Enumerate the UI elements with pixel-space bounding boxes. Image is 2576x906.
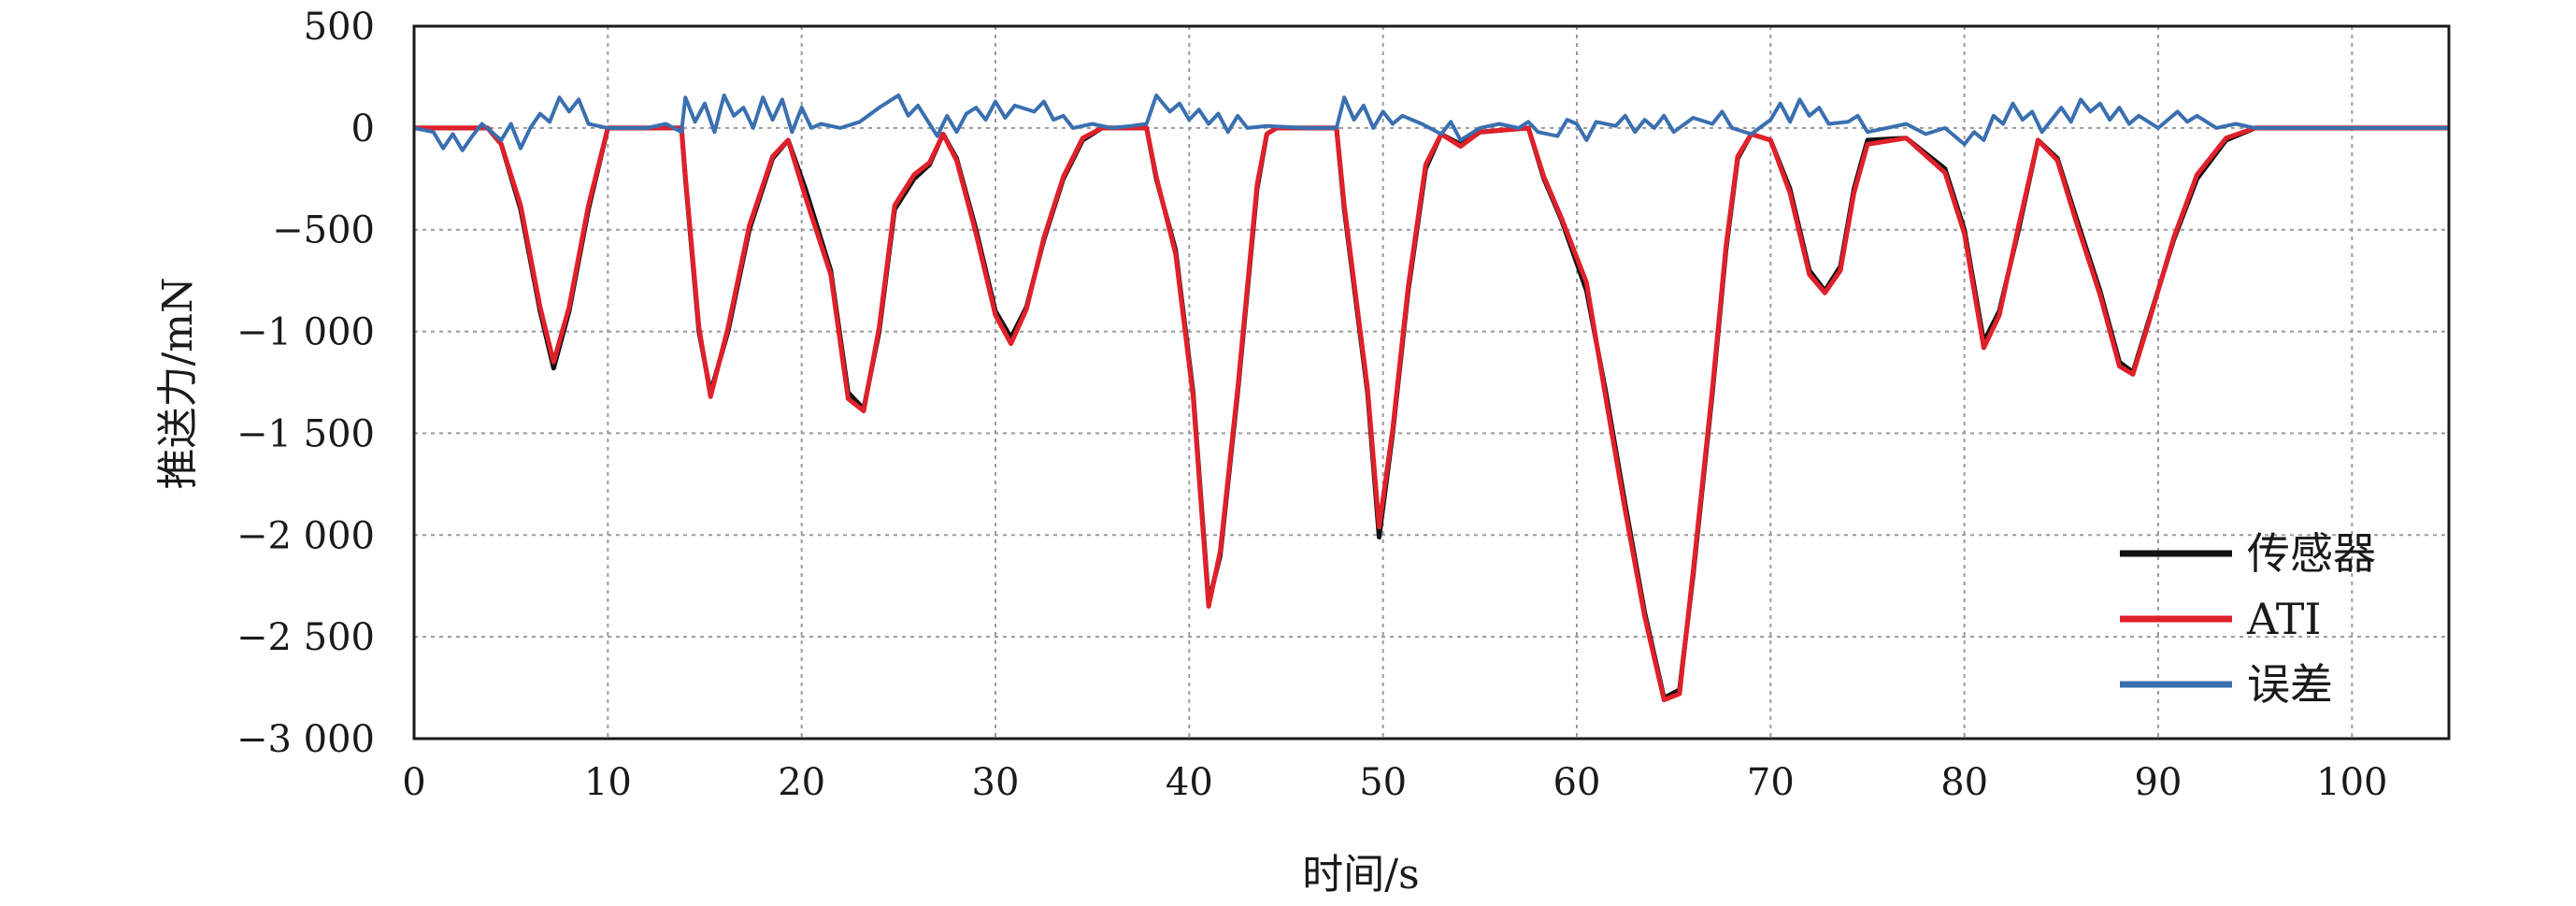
y-tick-label: −500 <box>272 209 375 252</box>
legend-label: ATI <box>2246 594 2322 644</box>
legend-label: 误差 <box>2247 659 2333 710</box>
series-line-1 <box>414 125 2449 700</box>
x-tick-label: 90 <box>2135 761 2182 804</box>
x-tick-label: 100 <box>2316 761 2387 804</box>
x-tick-label: 80 <box>1940 761 1988 804</box>
y-tick-labels: 500 0 −500 −1 000 −1 500 −2 000 −2 500 −3 000 <box>236 6 375 761</box>
y-tick-label: −2 500 <box>236 616 375 659</box>
y-tick-label: −1 000 <box>236 311 375 354</box>
x-tick-label: 70 <box>1747 761 1795 804</box>
y-tick-label: 0 <box>351 108 375 151</box>
series-line-3 <box>413 93 2449 152</box>
y-tick-label: −2 000 <box>236 514 375 557</box>
x-tick-labels: 0 10 20 30 40 50 60 70 80 90 100 <box>402 761 2387 804</box>
series-line-2 <box>414 125 2449 703</box>
y-tick-label: 500 <box>304 6 375 49</box>
x-axis-title: 时间/s <box>1302 851 1419 899</box>
x-tick-label: 60 <box>1553 761 1601 804</box>
x-tick-label: 30 <box>972 761 1020 804</box>
series-group <box>413 93 2449 703</box>
y-tick-label: −1 500 <box>236 412 375 455</box>
x-tick-label: 40 <box>1166 761 1213 804</box>
y-axis-title: 推送力/mN <box>154 277 202 489</box>
x-tick-label: 10 <box>584 761 632 804</box>
legend: 传感器 ATI 误差 <box>2120 528 2376 710</box>
y-tick-label: −3 000 <box>236 718 375 761</box>
legend-label: 传感器 <box>2247 528 2376 579</box>
grid <box>414 26 2449 739</box>
x-tick-label: 0 <box>402 761 425 804</box>
x-tick-label: 20 <box>778 761 825 804</box>
plot-frame <box>412 24 2451 741</box>
x-tick-label: 50 <box>1359 761 1407 804</box>
